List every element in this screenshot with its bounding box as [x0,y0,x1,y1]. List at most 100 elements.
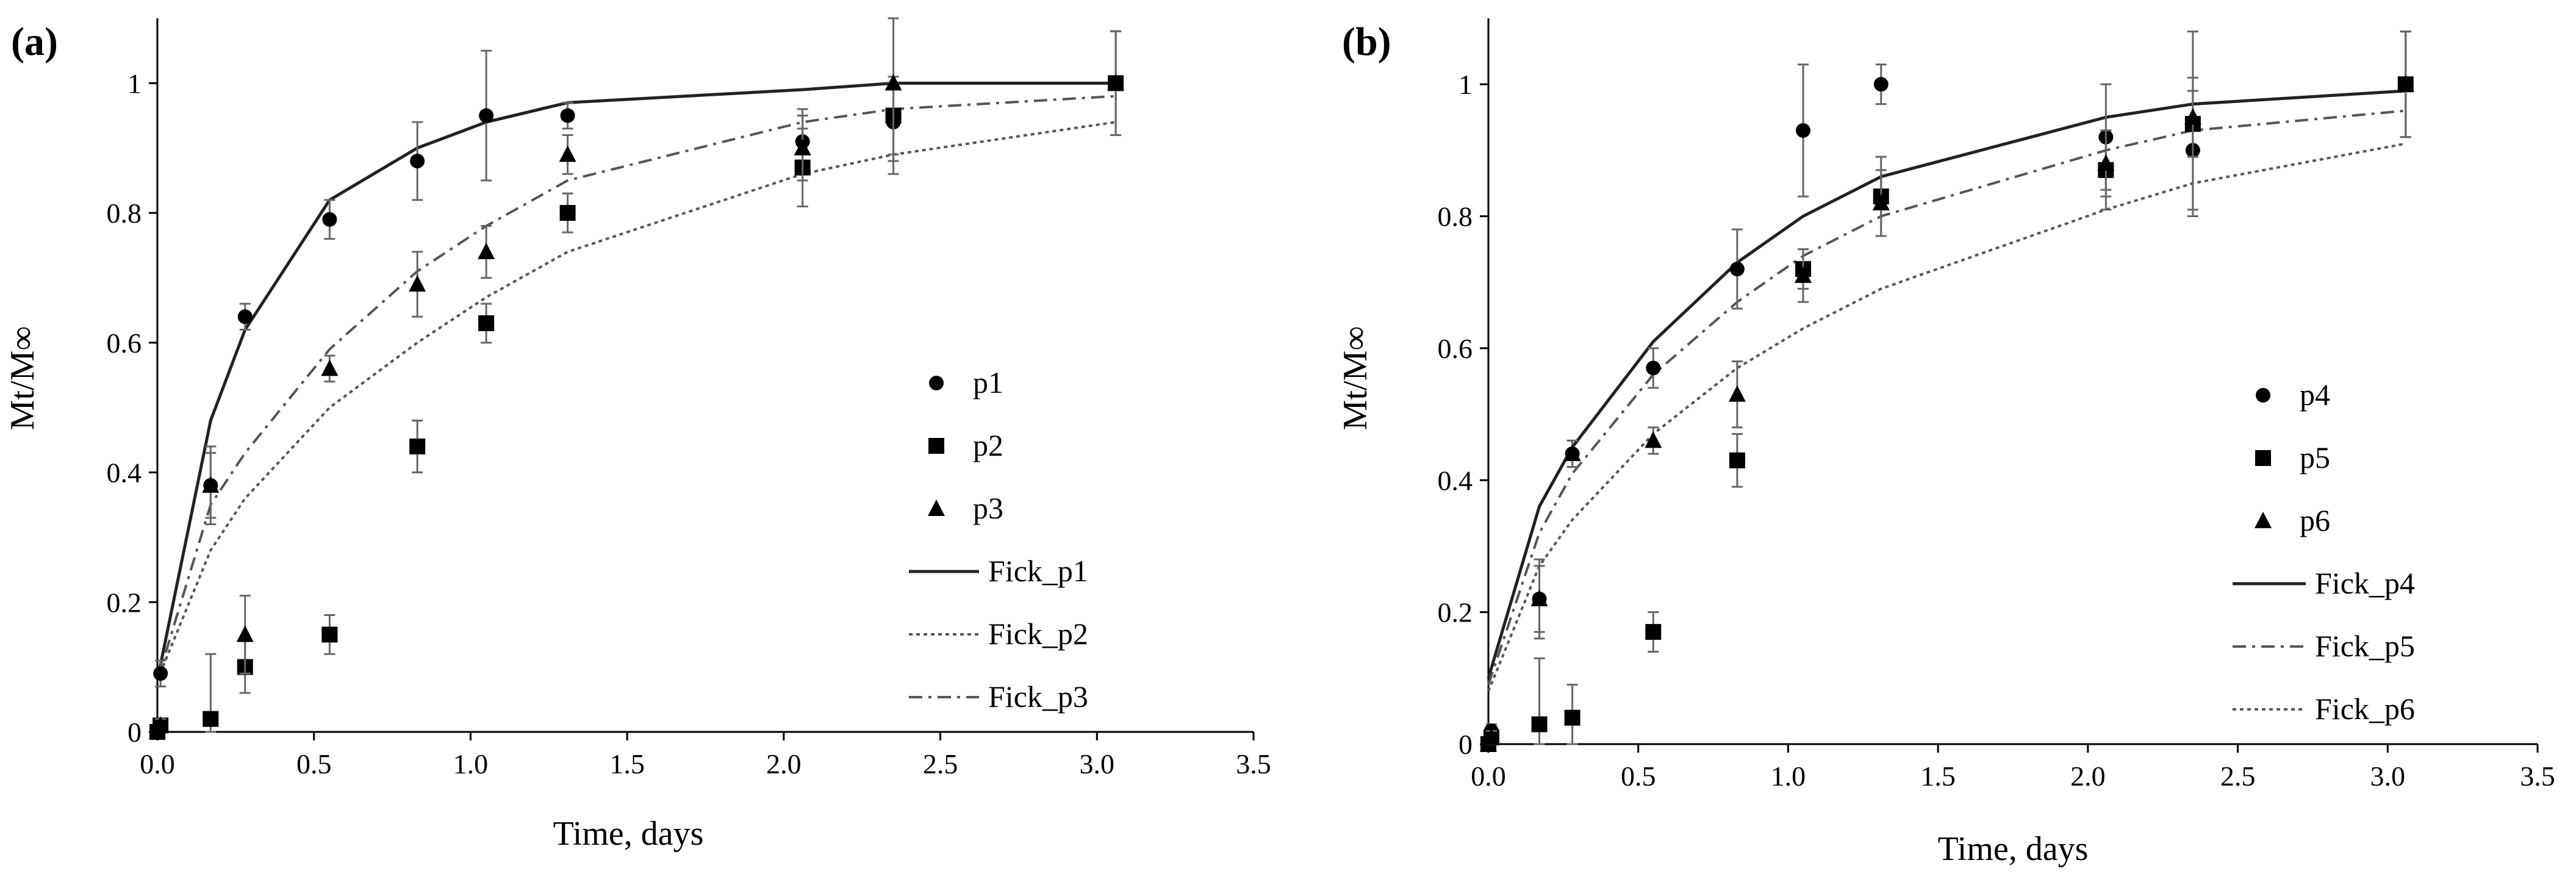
chart-panel-b: 0.0 0.5 1.0 1.5 2.0 2.5 3.0 3.5 0 0.2 0.4 0.6 0.8 1 Ti… [1336,18,2555,868]
legend-label-fick_p3: Fick_p3 [988,679,1088,714]
data-point-p2 [559,205,576,221]
series-p3 [149,17,1125,739]
fit-line-fick_p3 [156,95,1116,681]
y-tick-label: 0.4 [107,457,142,489]
y-tick-label: 0 [127,717,142,748]
x-tick-label: 2.5 [923,748,958,779]
legend-label-fick_p4: Fick_p4 [2315,566,2415,600]
data-point-p6 [1872,193,1890,210]
x-axis-label: Time, days [1938,830,2089,868]
data-point-p4 [1646,360,1661,376]
x-tick-label: 0.0 [1471,761,1506,792]
fit-line-fick_p2 [156,121,1116,681]
x-tick-label: 1.0 [453,748,489,779]
legend: p1 p2 p3 Fick_p1 Fick_p2 Fick_p3 [909,365,1088,714]
series-p4 [1481,30,2413,751]
data-point-p3 [794,138,811,156]
data-point-p6 [2397,75,2414,92]
x-tick-label: 1.5 [609,748,645,779]
fit-line-fick_p4 [1487,89,2406,679]
x-tick-label: 1.0 [1771,761,1806,792]
data-point-p1 [410,154,425,168]
x-tick-label: 2.5 [2220,761,2256,792]
data-point-p3 [202,476,220,493]
x-tick-label: 0.0 [140,748,175,779]
x-axis-label: Time, days [553,815,704,853]
legend-marker-p2 [928,438,944,454]
legend-marker-p6 [2255,512,2272,528]
y-tick-label: 0.6 [1438,333,1473,364]
x-tick-label: 3.5 [2520,761,2555,792]
data-point-p4 [1796,123,1810,138]
data-point-p2 [409,439,426,454]
data-point-p4 [1873,77,1889,92]
data-point-p3 [1107,74,1125,91]
legend-label-p4: p4 [2300,378,2330,412]
data-point-p1 [322,212,337,227]
y-tick-label: 0 [1458,729,1473,760]
data-point-p5 [1729,452,1745,468]
data-point-p6 [1795,266,1812,283]
x-tick-label: 0.5 [1621,761,1656,792]
data-point-p3 [884,74,902,91]
y-axis-label: Mt/M∞ [1336,326,1374,431]
data-point-p6 [1563,445,1581,461]
data-point-p6 [2184,108,2201,125]
y-tick-label: 1 [1458,69,1473,100]
data-point-p3 [321,359,339,376]
legend-marker-p3 [928,500,945,516]
legend-label-p3: p3 [973,491,1003,525]
legend-label-p2: p2 [973,428,1003,462]
legend-label-fick_p5: Fick_p5 [2315,629,2415,663]
x-tick-label: 1.5 [1920,761,1956,792]
data-point-p3 [236,625,254,642]
y-tick-label: 0.8 [1438,201,1473,232]
x-tick-label: 0.5 [296,748,332,779]
legend-marker-p5 [2255,450,2271,466]
data-point-p5 [1645,624,1662,640]
panel-label: (a) [11,20,58,64]
legend-label-p5: p5 [2300,440,2330,475]
chart-panel-a: 0.0 0.5 1.0 1.5 2.0 2.5 3.0 3.5 0 0.2 0.4 0.6 0.8 1 Ti… [4,17,1271,853]
y-tick-label: 0.4 [1438,465,1473,496]
data-point-p3 [409,275,426,292]
y-tick-label: 0.8 [107,198,142,229]
data-point-p5 [1564,709,1580,726]
legend-label-p6: p6 [2300,503,2330,537]
data-point-p3 [478,242,495,259]
y-tick-label: 0.2 [1438,597,1473,628]
legend-label-p1: p1 [973,365,1003,400]
data-point-p1 [479,108,494,123]
x-tick-label: 2.0 [2070,761,2106,792]
y-tick-label: 0.6 [107,328,142,359]
x-tick-label: 2.0 [766,748,802,779]
data-point-p1 [560,108,575,123]
data-point-p2 [478,315,495,331]
data-point-p6 [1645,431,1662,448]
x-tick-label: 3.0 [1080,748,1115,779]
fit-line-fick_p5 [1487,109,2406,686]
series-p5 [1480,30,2414,752]
series-p6 [1480,30,2414,751]
data-point-p6 [2097,154,2115,171]
data-point-p4 [1729,262,1745,277]
legend-label-fick_p6: Fick_p6 [2315,692,2415,726]
data-point-p6 [1530,590,1548,606]
data-point-p1 [237,309,253,324]
panel-label: (b) [1342,20,1391,64]
data-point-p5 [1531,716,1548,733]
x-tick-label: 3.0 [2370,761,2406,792]
legend: p4 p5 p6 Fick_p4 Fick_p5 Fick_p6 [2233,378,2415,726]
legend-label-fick_p1: Fick_p1 [988,554,1088,588]
data-point-p3 [152,716,170,733]
data-point-p3 [559,145,576,162]
y-axis-label: Mt/M∞ [4,326,41,431]
data-point-p1 [153,666,168,681]
data-point-p6 [1728,385,1746,402]
data-point-p2 [203,711,219,727]
legend-marker-p1 [929,376,944,390]
legend-marker-p4 [2256,388,2270,403]
data-point-p2 [321,626,338,643]
fit-line-fick_p1 [156,81,1116,681]
